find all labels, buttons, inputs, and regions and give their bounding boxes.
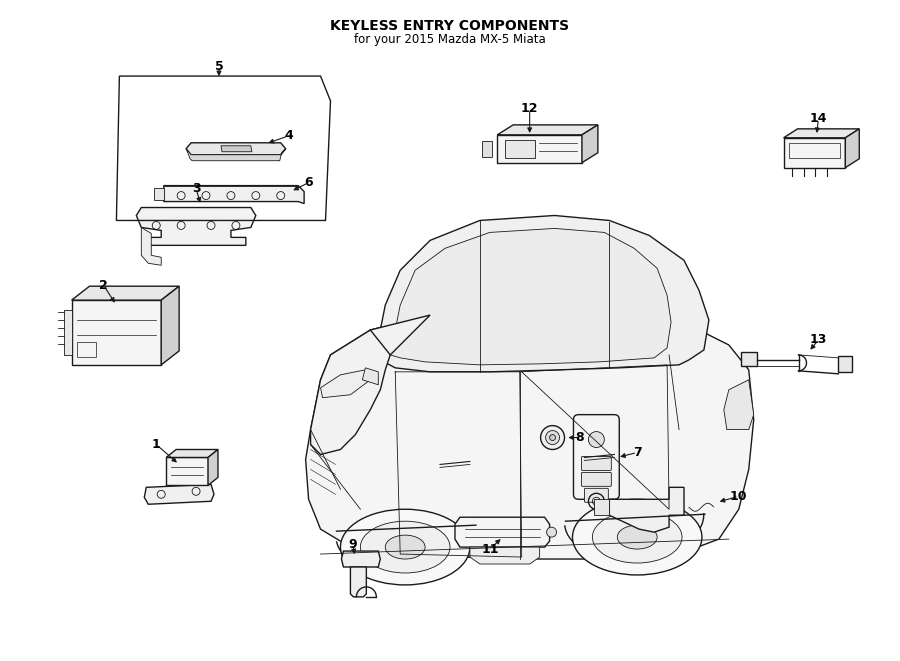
Polygon shape: [470, 547, 540, 564]
Text: 2: 2: [99, 279, 108, 292]
Polygon shape: [724, 380, 753, 430]
FancyBboxPatch shape: [581, 473, 611, 486]
Polygon shape: [186, 143, 285, 155]
Polygon shape: [582, 125, 598, 163]
Polygon shape: [498, 125, 598, 135]
Polygon shape: [161, 286, 179, 365]
Ellipse shape: [340, 509, 470, 585]
Text: 9: 9: [348, 537, 356, 551]
Polygon shape: [455, 517, 550, 547]
Bar: [166, 457, 208, 485]
Text: 6: 6: [304, 176, 313, 189]
Circle shape: [541, 426, 564, 449]
Polygon shape: [375, 215, 709, 372]
Text: 13: 13: [810, 333, 827, 346]
Bar: [839, 356, 852, 372]
Ellipse shape: [592, 511, 682, 563]
Polygon shape: [350, 567, 366, 597]
FancyBboxPatch shape: [584, 488, 608, 502]
Polygon shape: [72, 286, 179, 300]
Circle shape: [545, 430, 560, 444]
Text: 3: 3: [192, 182, 201, 195]
Polygon shape: [221, 146, 252, 152]
Circle shape: [546, 527, 556, 537]
Polygon shape: [141, 227, 161, 265]
Text: 10: 10: [730, 490, 748, 503]
Bar: [741, 352, 757, 366]
Bar: [482, 141, 492, 157]
Text: for your 2015 Mazda MX-5 Miata: for your 2015 Mazda MX-5 Miata: [354, 33, 546, 46]
Bar: [594, 499, 609, 515]
Text: 14: 14: [810, 112, 827, 126]
Text: 7: 7: [633, 446, 642, 459]
Text: 4: 4: [284, 130, 293, 142]
Bar: [72, 300, 161, 365]
Polygon shape: [306, 300, 753, 559]
Polygon shape: [64, 310, 72, 355]
Ellipse shape: [617, 525, 657, 549]
Polygon shape: [320, 370, 370, 398]
Polygon shape: [341, 551, 381, 567]
Text: 12: 12: [521, 102, 538, 116]
Bar: [154, 188, 164, 200]
Ellipse shape: [385, 535, 425, 559]
Polygon shape: [391, 229, 671, 365]
Polygon shape: [609, 487, 684, 532]
Polygon shape: [845, 129, 859, 168]
Text: 8: 8: [575, 431, 584, 444]
Ellipse shape: [360, 521, 450, 573]
Polygon shape: [166, 449, 218, 457]
Polygon shape: [144, 485, 214, 504]
Ellipse shape: [572, 499, 702, 575]
Text: 1: 1: [152, 438, 160, 451]
Polygon shape: [363, 368, 378, 385]
Bar: [498, 135, 582, 163]
Polygon shape: [136, 208, 256, 245]
Polygon shape: [310, 315, 430, 455]
FancyBboxPatch shape: [573, 414, 619, 499]
FancyBboxPatch shape: [581, 457, 611, 471]
Circle shape: [589, 432, 604, 447]
Text: KEYLESS ENTRY COMPONENTS: KEYLESS ENTRY COMPONENTS: [330, 19, 570, 33]
Bar: [784, 137, 845, 168]
Polygon shape: [164, 186, 304, 204]
Polygon shape: [186, 149, 285, 161]
Polygon shape: [784, 129, 860, 137]
Text: 5: 5: [214, 59, 223, 73]
Text: 11: 11: [482, 543, 499, 556]
Bar: [505, 140, 536, 158]
Polygon shape: [208, 449, 218, 485]
Bar: [76, 342, 96, 357]
Circle shape: [550, 434, 555, 440]
Bar: [788, 143, 841, 158]
